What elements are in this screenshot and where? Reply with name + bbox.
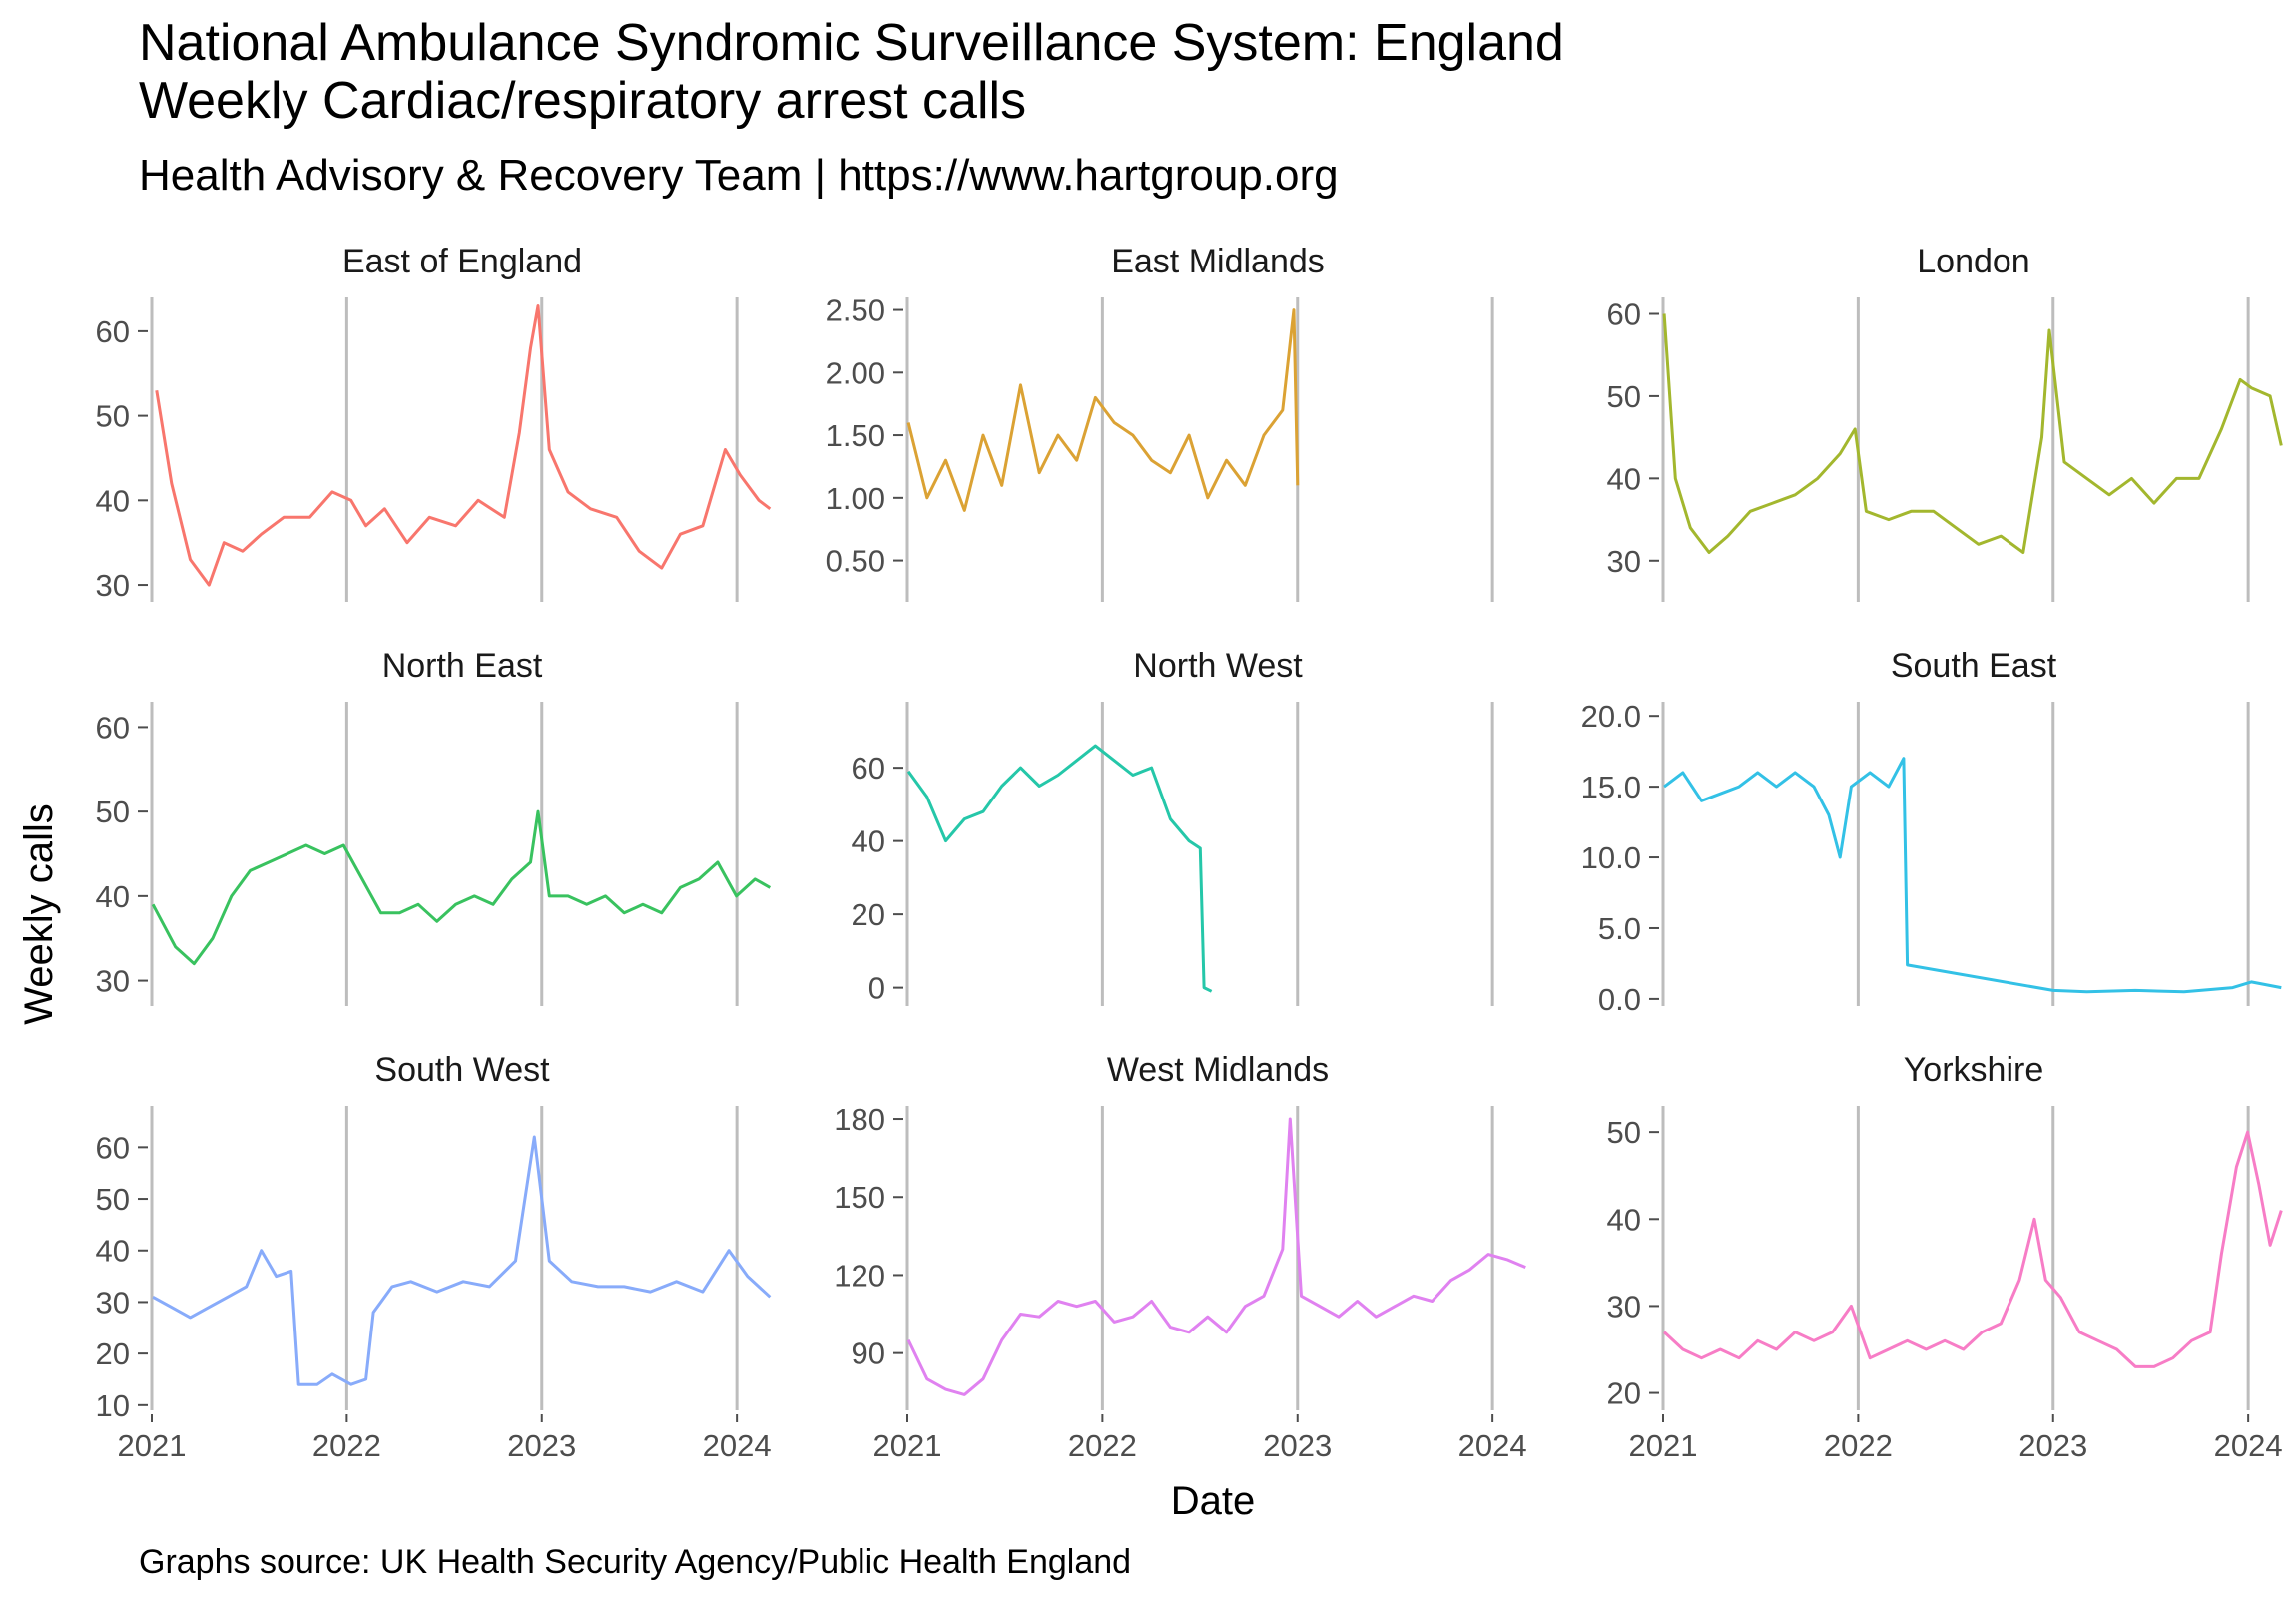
y-tick-label: 50 (96, 1182, 130, 1217)
y-tick-label: 30 (96, 568, 130, 603)
strip-label-north-east: North East (382, 647, 543, 685)
y-tick-label: 10 (96, 1388, 130, 1423)
y-tick-label: 50 (1607, 1115, 1641, 1150)
x-tick-label: 2022 (1068, 1428, 1137, 1463)
y-tick-label: 0 (868, 971, 885, 1006)
strip-label-east-midlands: East Midlands (1111, 243, 1325, 280)
y-tick-label: 1.50 (826, 418, 885, 453)
panel-yorkshire: Yorkshire 20 30 40 50 2021 2022 2023 2024 (1607, 1051, 2283, 1463)
chart-title-line-2: Weekly Cardiac/respiratory arrest calls (139, 72, 1027, 130)
panel-north-east: North East 30 40 50 60 (96, 647, 772, 1006)
y-tick-label: 120 (834, 1258, 885, 1293)
x-tick-label: 2024 (2214, 1428, 2283, 1463)
strip-label-west-midlands: West Midlands (1107, 1051, 1329, 1089)
y-tick-label: 50 (1607, 379, 1641, 414)
y-tick-label: 20 (1607, 1376, 1641, 1411)
x-tick-label: 2024 (1458, 1428, 1527, 1463)
strip-label-south-east: South East (1891, 647, 2057, 685)
y-tick-label: 90 (852, 1336, 885, 1371)
y-tick-label: 40 (1607, 1202, 1641, 1237)
x-tick-label: 2021 (1629, 1428, 1698, 1463)
y-tick-label: 50 (96, 795, 130, 829)
y-tick-label: 15.0 (1581, 770, 1641, 804)
y-tick-label: 60 (852, 751, 885, 786)
y-tick-label: 5.0 (1598, 911, 1641, 946)
y-tick-label: 20 (852, 897, 885, 932)
series-line-london (1662, 313, 2283, 554)
series-line-west-midlands (906, 1117, 1526, 1396)
x-tick-label: 2023 (507, 1428, 576, 1463)
panel-south-east: South East 0.0 5.0 10.0 15.0 20.0 (1581, 647, 2282, 1017)
y-tick-label: 30 (1607, 1289, 1641, 1324)
facet-panels: East of England 30 40 50 60 East Midlands 0.50… (96, 243, 2283, 1463)
y-tick-label: 20.0 (1581, 699, 1641, 734)
panel-south-west: South West 10 20 30 40 50 60 2021 2022 2023 2024 (96, 1051, 772, 1463)
panel-east-midlands: East Midlands 0.50 1.00 1.50 2.00 2.50 (826, 243, 1494, 602)
y-tick-label: 10.0 (1581, 840, 1641, 875)
strip-label-london: London (1917, 243, 2029, 280)
y-tick-label: 20 (96, 1336, 130, 1371)
series-line-south-east (1663, 757, 2282, 994)
y-tick-label: 40 (96, 879, 130, 914)
series-line-east-of-england (155, 304, 772, 587)
y-tick-label: 180 (834, 1102, 885, 1137)
y-tick-label: 40 (96, 1234, 130, 1269)
x-tick-label: 2021 (873, 1428, 942, 1463)
x-tick-label: 2024 (703, 1428, 772, 1463)
series-line-yorkshire (1663, 1130, 2283, 1368)
series-line-south-west (152, 1135, 772, 1386)
y-tick-label: 30 (96, 1285, 130, 1320)
y-tick-label: 60 (96, 710, 130, 745)
panel-east-of-england: East of England 30 40 50 60 (96, 243, 772, 603)
x-tick-label: 2021 (118, 1428, 187, 1463)
y-tick-label: 40 (852, 824, 885, 859)
strip-label-south-west: South West (374, 1051, 550, 1089)
y-tick-label: 50 (96, 399, 130, 434)
panel-london: London 30 40 50 60 (1607, 243, 2283, 602)
series-line-north-east (151, 809, 772, 966)
x-tick-label: 2022 (312, 1428, 381, 1463)
y-tick-label: 0.0 (1598, 982, 1641, 1017)
panel-north-west: North West 0 20 40 60 (852, 647, 1494, 1006)
source-caption: Graphs source: UK Health Security Agency… (139, 1543, 1132, 1581)
y-tick-label: 2.00 (826, 355, 885, 390)
strip-label-yorkshire: Yorkshire (1904, 1051, 2043, 1089)
chart-title: National Ambulance Syndromic Surveillanc… (139, 14, 1564, 130)
y-tick-label: 2.50 (826, 293, 885, 328)
x-tick-label: 2023 (2018, 1428, 2087, 1463)
y-tick-label: 40 (1607, 461, 1641, 496)
y-tick-label: 0.50 (826, 544, 885, 579)
y-tick-label: 60 (1607, 296, 1641, 331)
strip-label-east-of-england: East of England (342, 243, 582, 280)
y-tick-label: 60 (96, 314, 130, 349)
series-line-north-west (906, 744, 1213, 993)
x-axis-title: Date (1171, 1479, 1256, 1523)
y-axis-title: Weekly calls (17, 803, 61, 1025)
strip-label-north-west: North West (1133, 647, 1303, 685)
y-tick-label: 150 (834, 1180, 885, 1215)
x-tick-label: 2022 (1824, 1428, 1893, 1463)
y-tick-label: 30 (96, 964, 130, 999)
chart-title-line-1: National Ambulance Syndromic Surveillanc… (139, 14, 1564, 72)
x-tick-label: 2023 (1263, 1428, 1332, 1463)
panel-west-midlands: West Midlands 90 120 150 180 2021 2022 2023 2024 (834, 1051, 1526, 1463)
y-tick-label: 60 (96, 1130, 130, 1165)
series-line-east-midlands (906, 308, 1300, 512)
y-tick-label: 1.00 (826, 481, 885, 516)
y-tick-label: 30 (1607, 544, 1641, 579)
y-tick-label: 40 (96, 483, 130, 518)
chart-subtitle: Health Advisory & Recovery Team | https:… (139, 151, 1339, 200)
